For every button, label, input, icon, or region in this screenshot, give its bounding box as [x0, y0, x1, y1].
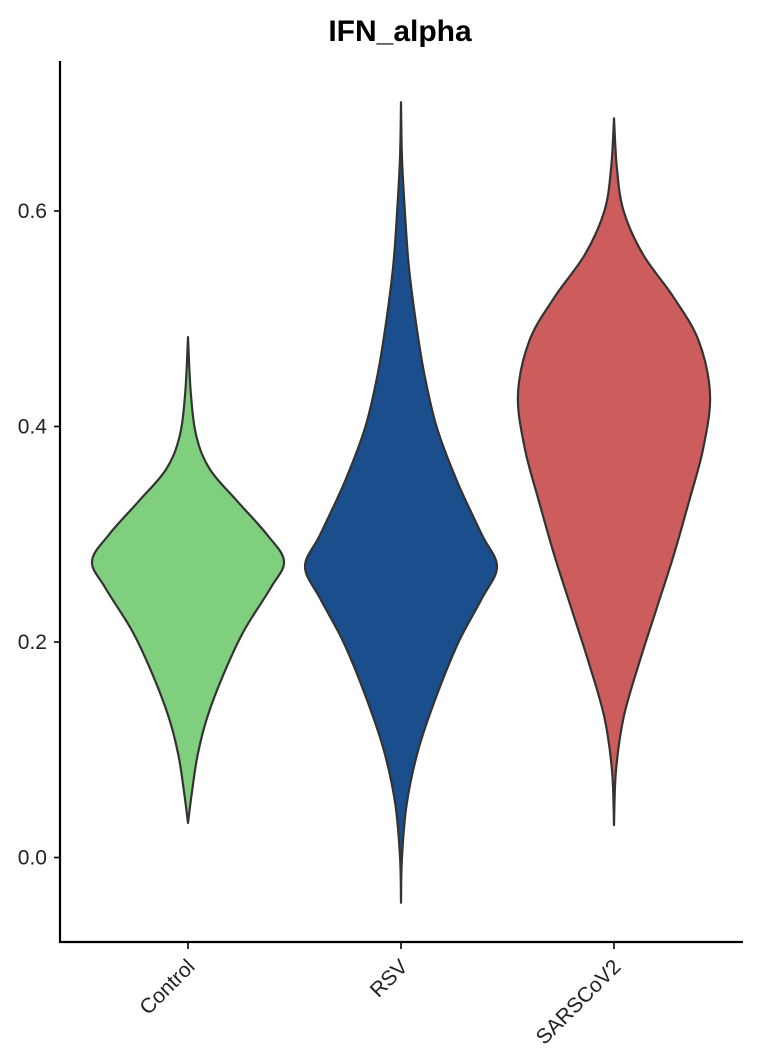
y-tick-label: 0.4: [18, 416, 48, 439]
y-tick-label: 0.0: [18, 847, 47, 870]
y-tick-label: 0.6: [18, 200, 47, 223]
x-tick-label: Control: [135, 955, 199, 1019]
y-axis-ticks: 0.0 0.2 0.4 0.6: [18, 200, 60, 870]
chart-title: IFN_alpha: [328, 15, 472, 48]
x-axis-ticks: Control RSV SARSCoV2: [135, 942, 626, 1049]
x-tick-label: SARSCoV2: [532, 955, 626, 1049]
x-tick-label: RSV: [366, 955, 413, 1002]
violin-sarscov2: [516, 117, 712, 827]
y-tick-label: 0.2: [18, 631, 47, 654]
violin-layer: [90, 101, 712, 904]
violin-rsv: [303, 101, 499, 904]
violin-control: [90, 335, 286, 825]
